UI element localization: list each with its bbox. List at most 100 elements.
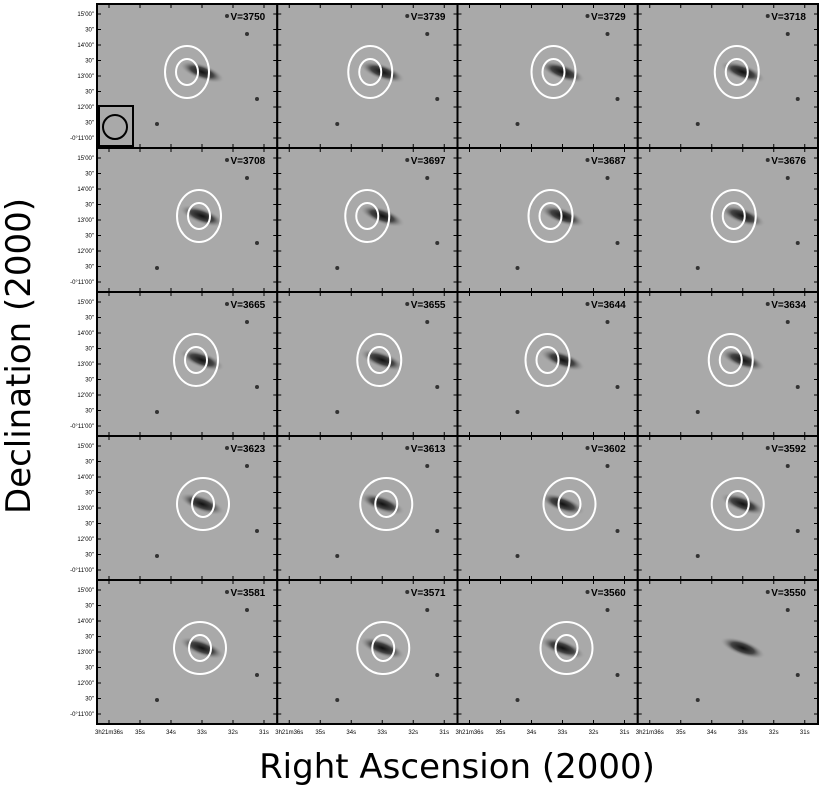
y-axis-label: Declination (2000) bbox=[0, 198, 39, 514]
channel-panel: V=3676 bbox=[636, 147, 819, 293]
x-tick-label: 35s bbox=[676, 730, 686, 736]
y-tick-label: 30" bbox=[85, 553, 94, 559]
y-tick-label: 30" bbox=[85, 522, 94, 528]
y-tick-label: 30" bbox=[85, 666, 94, 672]
panel-image bbox=[456, 147, 639, 293]
star bbox=[425, 608, 430, 612]
panel-image bbox=[276, 579, 459, 725]
star bbox=[425, 32, 430, 36]
star bbox=[435, 241, 440, 245]
y-tick-label: 12'00" bbox=[77, 537, 94, 543]
contour bbox=[356, 333, 403, 387]
star bbox=[335, 698, 340, 702]
star bbox=[765, 158, 770, 162]
star bbox=[785, 176, 790, 180]
beam bbox=[102, 114, 128, 140]
galaxy bbox=[720, 636, 766, 660]
star bbox=[695, 410, 700, 414]
x-tick-label: 34s bbox=[166, 730, 176, 736]
star bbox=[795, 673, 800, 677]
channel-panel: V=3750 15'00" 30" 14'00" 30" 13'00" 30" 12'00" 3… bbox=[70, 3, 279, 149]
contour bbox=[164, 45, 210, 99]
panel-image bbox=[96, 147, 279, 293]
galaxy bbox=[359, 348, 405, 372]
y-tick-label: 15'00" bbox=[77, 300, 94, 306]
x-tick-label: 3h21m36s bbox=[455, 730, 483, 736]
contour bbox=[358, 58, 383, 86]
channel-panel: V=3550 3h21m36s 35s 34s 33s 32s 31s bbox=[636, 579, 819, 736]
contour bbox=[538, 202, 563, 230]
contour bbox=[541, 58, 566, 86]
x-tick-label: 31s bbox=[439, 730, 449, 736]
star bbox=[765, 14, 770, 18]
star bbox=[405, 158, 410, 162]
y-tick-label: 30" bbox=[85, 635, 94, 641]
y-tick-label: 14'00" bbox=[77, 43, 94, 49]
y-tick-label: 30" bbox=[85, 265, 94, 271]
galaxy bbox=[720, 204, 766, 228]
panel-image bbox=[456, 435, 639, 581]
star bbox=[585, 446, 590, 450]
y-tick-label: 12'00" bbox=[77, 249, 94, 255]
star bbox=[605, 464, 610, 468]
panel-image bbox=[96, 579, 279, 725]
galaxy bbox=[539, 60, 586, 84]
y-tick-label: 14'00" bbox=[77, 475, 94, 481]
y-tick-label: 14'00" bbox=[77, 187, 94, 193]
star bbox=[515, 266, 520, 270]
contour bbox=[707, 333, 754, 387]
velocity-label: V=3729 bbox=[591, 12, 626, 23]
star bbox=[585, 158, 590, 162]
star bbox=[405, 590, 410, 594]
star bbox=[765, 590, 770, 594]
y-tick-label: 15'00" bbox=[77, 156, 94, 162]
x-tick-label: 31s bbox=[800, 730, 810, 736]
star bbox=[335, 554, 340, 558]
star bbox=[795, 241, 800, 245]
contour bbox=[539, 621, 594, 675]
star bbox=[225, 14, 229, 18]
contour bbox=[527, 189, 574, 243]
star bbox=[585, 302, 590, 306]
y-tick-label: 30" bbox=[85, 378, 94, 384]
velocity-label: V=3697 bbox=[411, 156, 446, 167]
contour bbox=[367, 346, 392, 374]
y-tick-label: 30" bbox=[85, 203, 94, 209]
star bbox=[255, 529, 259, 533]
y-tick-label: -0°11'00" bbox=[70, 424, 94, 430]
galaxy bbox=[539, 348, 586, 372]
y-tick-label: 14'00" bbox=[77, 619, 94, 625]
channel-panel: V=3623 15'00" 30" 14'00" 30" 13'00" 30" 12'00" 3… bbox=[70, 435, 279, 581]
y-tick-label: 12'00" bbox=[77, 681, 94, 687]
star bbox=[425, 176, 430, 180]
y-tick-label: 15'00" bbox=[77, 444, 94, 450]
contour bbox=[535, 346, 560, 374]
y-tick-label: 30" bbox=[85, 347, 94, 353]
star bbox=[615, 97, 620, 101]
contour bbox=[176, 477, 230, 531]
y-tick-label: 13'00" bbox=[77, 218, 94, 224]
star bbox=[785, 464, 790, 468]
star bbox=[615, 673, 620, 677]
star bbox=[245, 464, 249, 468]
velocity-label: V=3708 bbox=[230, 156, 265, 167]
x-tick-label: 35s bbox=[135, 730, 145, 736]
panel-image bbox=[636, 291, 819, 437]
velocity-label: V=3718 bbox=[771, 12, 806, 23]
star bbox=[615, 385, 620, 389]
star bbox=[615, 529, 620, 533]
contour bbox=[542, 477, 597, 531]
contour bbox=[724, 58, 749, 86]
y-tick-label: 12'00" bbox=[77, 393, 94, 399]
star bbox=[795, 97, 800, 101]
star bbox=[615, 241, 620, 245]
star bbox=[795, 529, 800, 533]
star bbox=[255, 673, 259, 677]
galaxy bbox=[539, 636, 586, 660]
star bbox=[695, 122, 700, 126]
star bbox=[435, 529, 440, 533]
star bbox=[245, 176, 249, 180]
contour bbox=[710, 477, 765, 531]
x-tick-label: 35s bbox=[315, 730, 325, 736]
star bbox=[155, 410, 159, 414]
